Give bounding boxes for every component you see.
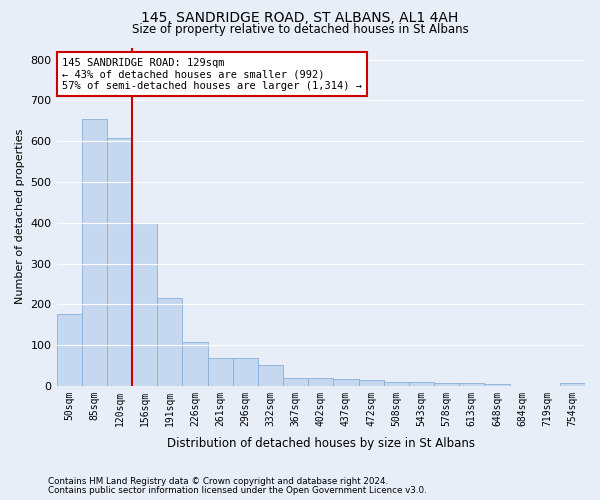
- Bar: [107, 138, 132, 386]
- Bar: [484, 384, 509, 386]
- Y-axis label: Number of detached properties: Number of detached properties: [15, 129, 25, 304]
- Bar: [459, 382, 484, 386]
- Bar: [258, 366, 283, 386]
- Bar: [132, 223, 157, 386]
- Bar: [82, 119, 107, 386]
- X-axis label: Distribution of detached houses by size in St Albans: Distribution of detached houses by size …: [167, 437, 475, 450]
- Bar: [308, 378, 334, 386]
- Text: 145, SANDRIDGE ROAD, ST ALBANS, AL1 4AH: 145, SANDRIDGE ROAD, ST ALBANS, AL1 4AH: [142, 11, 458, 25]
- Bar: [182, 342, 208, 386]
- Text: Contains public sector information licensed under the Open Government Licence v3: Contains public sector information licen…: [48, 486, 427, 495]
- Text: 145 SANDRIDGE ROAD: 129sqm
← 43% of detached houses are smaller (992)
57% of sem: 145 SANDRIDGE ROAD: 129sqm ← 43% of deta…: [62, 58, 362, 91]
- Bar: [434, 382, 459, 386]
- Bar: [157, 298, 182, 386]
- Bar: [409, 382, 434, 386]
- Text: Size of property relative to detached houses in St Albans: Size of property relative to detached ho…: [131, 22, 469, 36]
- Bar: [359, 380, 383, 386]
- Bar: [56, 314, 82, 386]
- Bar: [383, 382, 409, 386]
- Bar: [560, 383, 585, 386]
- Bar: [283, 378, 308, 386]
- Bar: [233, 358, 258, 386]
- Bar: [334, 380, 359, 386]
- Bar: [208, 358, 233, 386]
- Text: Contains HM Land Registry data © Crown copyright and database right 2024.: Contains HM Land Registry data © Crown c…: [48, 477, 388, 486]
